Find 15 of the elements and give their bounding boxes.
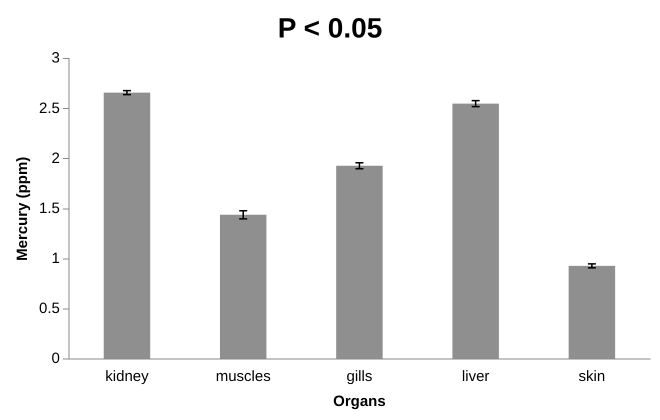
x-axis-title: Organs xyxy=(333,393,386,410)
y-tick-label: 3 xyxy=(52,50,60,67)
y-tick-label: 0.5 xyxy=(38,300,60,318)
x-tick-label: liver xyxy=(462,368,490,386)
y-tick-label: 1 xyxy=(52,250,60,268)
y-tick-label: 0 xyxy=(52,350,60,368)
y-axis-title: Mercury (ppm) xyxy=(14,156,32,261)
y-tick-label: 1.5 xyxy=(38,200,60,217)
y-tick-label: 2 xyxy=(52,150,60,167)
x-tick-label: gills xyxy=(346,368,372,386)
x-tick-label: skin xyxy=(578,368,606,386)
x-tick-label: kidney xyxy=(105,368,150,386)
chart-title: P < 0.05 xyxy=(278,12,382,44)
y-tick-label: 2.5 xyxy=(38,100,60,117)
x-tick-label: muscles xyxy=(216,368,271,386)
